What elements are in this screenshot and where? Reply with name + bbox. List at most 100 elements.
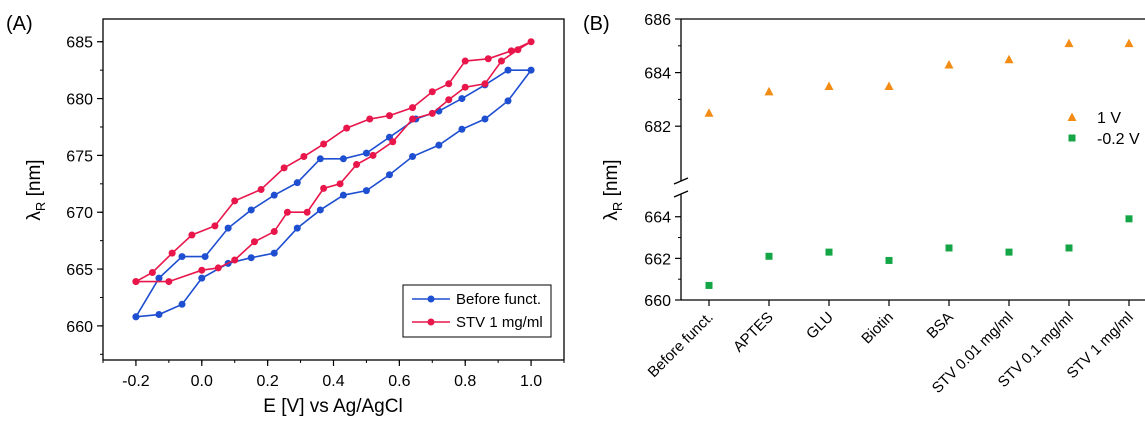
legend-label: 1 V <box>1097 110 1121 127</box>
data-point <box>885 256 893 264</box>
data-point <box>481 80 489 88</box>
data-point <box>188 231 196 239</box>
legend-marker <box>427 318 435 326</box>
data-point <box>198 274 206 282</box>
data-point <box>339 155 347 163</box>
data-point <box>428 109 436 117</box>
chart-a-x-axis-label: E [V] vs Ag/AgCl <box>263 396 402 417</box>
chart-b-series <box>704 38 1134 289</box>
y-tick-label: 662 <box>644 251 671 268</box>
series-line <box>135 69 533 318</box>
data-point <box>504 97 512 105</box>
data-point <box>247 206 255 214</box>
legend-marker <box>1067 112 1077 121</box>
data-point <box>1065 244 1073 252</box>
data-point <box>178 253 186 261</box>
data-point <box>389 138 397 146</box>
data-point <box>1124 38 1134 48</box>
y-tick-label: 660 <box>644 293 671 310</box>
data-point <box>527 38 535 46</box>
x-tick-label: 0.6 <box>388 373 410 390</box>
data-point <box>705 281 713 289</box>
x-tick-label: 0.0 <box>191 373 213 390</box>
data-point <box>320 184 328 192</box>
data-point <box>945 244 953 252</box>
data-point <box>497 57 505 65</box>
y-tick-label: 680 <box>66 92 93 109</box>
y-tick-label: 664 <box>644 210 671 227</box>
data-point <box>435 141 443 149</box>
data-point <box>458 95 466 103</box>
data-point <box>293 179 301 187</box>
data-point <box>339 191 347 199</box>
data-point <box>507 47 515 55</box>
data-point <box>366 115 374 123</box>
data-point <box>320 140 328 148</box>
chart-a-y-axis-label: λR [nm] <box>24 159 48 220</box>
data-point <box>481 115 489 123</box>
y-tick-label: 665 <box>66 262 93 279</box>
chart-a-ticks: -0.2 0.0 0.2 0.4 0.6 0.8 1.0 660 665 670 675 680 685 <box>66 35 565 390</box>
data-point <box>178 300 186 308</box>
data-point <box>884 81 894 90</box>
chart-b-y-axis-label: λR [nm] <box>601 159 625 220</box>
legend-label: STV 1 mg/ml <box>456 314 543 331</box>
x-tick-label: 0.4 <box>322 373 344 390</box>
data-point <box>385 171 393 179</box>
x-tick-label: BSA <box>924 309 957 342</box>
x-tick-label: Biotin <box>858 309 897 348</box>
data-point <box>270 191 278 199</box>
data-point <box>527 66 535 74</box>
legend-marker <box>1068 134 1076 142</box>
data-point <box>825 248 833 256</box>
data-point <box>198 266 206 274</box>
legend-marker <box>427 295 435 303</box>
y-tick-label: 675 <box>66 148 93 165</box>
data-point <box>224 224 232 232</box>
legend-label: Before funct. <box>456 291 541 308</box>
chart-b-axis-break <box>673 177 689 198</box>
panel-label-a: (A) <box>6 13 33 35</box>
data-point <box>201 253 209 261</box>
data-point <box>1005 248 1013 256</box>
data-point <box>764 86 774 96</box>
data-point <box>270 249 278 257</box>
data-point <box>704 108 714 117</box>
data-point <box>1064 38 1074 48</box>
y-tick-label: 660 <box>66 319 93 336</box>
data-point <box>280 164 288 172</box>
data-point <box>1125 215 1133 223</box>
chart-b: 682 684 686 660 662 664 Before funct. APTES GLU B… <box>601 12 1145 397</box>
data-point <box>132 278 140 286</box>
chart-a-legend-box <box>402 284 552 338</box>
data-point <box>257 186 265 193</box>
data-point <box>214 264 222 272</box>
y-tick-label: 670 <box>66 205 93 222</box>
series-line <box>135 41 532 283</box>
data-point <box>303 208 311 216</box>
data-point <box>385 112 393 120</box>
data-point <box>445 80 453 88</box>
data-point <box>458 125 466 133</box>
data-point <box>155 274 163 282</box>
data-point <box>168 249 176 257</box>
y-tick-label: 686 <box>644 12 671 29</box>
data-point <box>231 256 239 264</box>
data-point <box>409 115 417 123</box>
chart-b-legend: 1 V -0.2 V <box>1067 110 1140 148</box>
data-point <box>409 153 417 161</box>
x-tick-label: Before funct. <box>645 309 717 381</box>
data-point <box>300 153 308 161</box>
chart-b-ticks: 682 684 686 660 662 664 Before funct. APTES GLU B… <box>644 12 1137 397</box>
x-tick-label: APTES <box>730 309 777 356</box>
data-point <box>343 124 351 132</box>
data-point <box>353 160 361 168</box>
data-point <box>247 254 255 262</box>
data-point <box>316 206 324 214</box>
data-point <box>316 155 324 163</box>
data-point <box>155 311 163 319</box>
data-point <box>293 224 301 232</box>
data-point <box>445 96 453 104</box>
data-point <box>283 208 291 216</box>
